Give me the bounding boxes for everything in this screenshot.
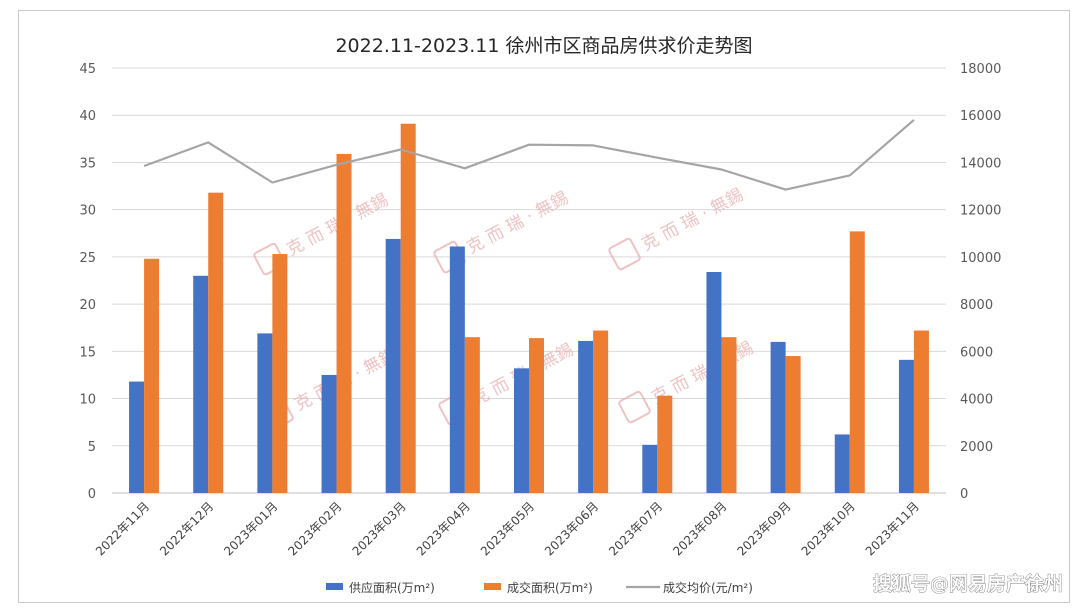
y-axis-right: 0 2000 4000 6000 8000 10000 12000 14000 16000 180…	[960, 62, 1001, 502]
x-tick-label: 2023年05月	[478, 499, 537, 558]
y-left-tick-label: 40	[79, 109, 96, 124]
bar-sales	[464, 337, 480, 493]
watermark-text: 克 而 瑞 · 無錫	[638, 185, 746, 255]
x-tick-label: 2023年10月	[799, 499, 858, 558]
bar-sales	[913, 330, 929, 493]
bar-sales	[657, 395, 673, 493]
x-tick-label: 2023年07月	[606, 499, 665, 558]
x-tick-label: 2023年04月	[414, 499, 473, 558]
y-right-tick-label: 6000	[960, 345, 993, 360]
bar-supply	[770, 341, 786, 493]
chart-title: 2022.11-2023.11 徐州市区商品房供求价走势图	[335, 35, 752, 57]
gridlines	[112, 67, 946, 494]
bar-supply	[578, 340, 594, 493]
bar-supply	[257, 333, 273, 493]
y-right-tick-label: 12000	[960, 204, 1001, 219]
bar-sales	[785, 356, 801, 493]
footer-watermark: 搜狐号@网易房产徐州	[873, 572, 1063, 595]
bar-sales	[272, 254, 288, 493]
y-right-tick-label: 8000	[960, 298, 993, 313]
watermark-seal-icon	[608, 237, 641, 271]
y-right-tick-label: 10000	[960, 251, 1001, 266]
x-tick-label: 2023年01月	[221, 499, 280, 558]
y-left-tick-label: 30	[79, 204, 96, 219]
x-tick-label: 2023年02月	[285, 499, 344, 558]
x-tick-label: 2023年11月	[863, 499, 922, 558]
y-left-tick-label: 15	[79, 345, 96, 360]
legend-swatch	[326, 583, 343, 590]
bar-supply	[514, 368, 529, 493]
y-left-tick-label: 45	[79, 62, 96, 77]
bar-supply	[898, 359, 914, 493]
y-right-tick-label: 16000	[960, 109, 1001, 124]
y-right-tick-label: 14000	[960, 156, 1001, 171]
x-tick-label: 2023年06月	[542, 499, 601, 558]
bar-supply	[642, 444, 658, 493]
legend: 供应面积(万m²) 成交面积(万m²) 成交均价(元/m²)	[326, 580, 753, 595]
bar-supply	[834, 434, 850, 493]
bar-sales	[208, 192, 224, 493]
legend-label: 供应面积(万m²)	[349, 580, 435, 595]
bar-supply	[193, 275, 209, 493]
x-tick-label: 2022年12月	[157, 499, 216, 558]
y-right-tick-label: 2000	[960, 440, 993, 455]
y-left-tick-label: 35	[79, 156, 96, 171]
watermark-seal-icon	[618, 390, 651, 424]
bar-sales	[336, 153, 352, 493]
bar-supply	[706, 272, 722, 493]
bar-sales	[721, 337, 737, 493]
bar-sales	[400, 123, 416, 493]
legend-label: 成交面积(万m²)	[507, 580, 593, 595]
legend-label: 成交均价(元/m²)	[663, 580, 753, 595]
legend-swatch	[484, 583, 501, 590]
y-left-tick-label: 5	[88, 440, 96, 455]
y-left-tick-label: 25	[79, 251, 96, 266]
bar-sales	[144, 258, 160, 493]
y-right-tick-label: 4000	[960, 393, 993, 408]
y-left-tick-label: 20	[79, 298, 96, 313]
x-axis: 2022年11月 2022年12月 2023年01月 2023年02月 2023年03月…	[93, 499, 922, 558]
bar-supply	[449, 246, 465, 493]
bar-supply	[321, 374, 337, 493]
x-tick-label: 2022年11月	[93, 499, 152, 558]
x-tick-label: 2023年03月	[350, 499, 409, 558]
avg-price-line	[143, 119, 915, 191]
watermark-text: 克 而 瑞 · 無錫	[463, 188, 571, 258]
bar-sales	[849, 231, 865, 493]
y-axis-left: 0 5 10 15 20 25 30 35 40 45	[79, 62, 96, 502]
y-right-tick-label: 18000	[960, 62, 1001, 77]
x-tick-label: 2023年09月	[734, 499, 793, 558]
y-left-tick-label: 10	[79, 393, 96, 408]
y-right-tick-label: 0	[960, 487, 968, 502]
bar-supply	[385, 238, 401, 493]
x-tick-label: 2023年08月	[670, 499, 729, 558]
bar-sales	[593, 330, 609, 493]
y-left-tick-label: 0	[88, 487, 96, 502]
bar-supply	[129, 381, 145, 493]
bar-series	[129, 123, 929, 493]
line-series	[143, 119, 915, 191]
bar-sales	[529, 338, 544, 493]
